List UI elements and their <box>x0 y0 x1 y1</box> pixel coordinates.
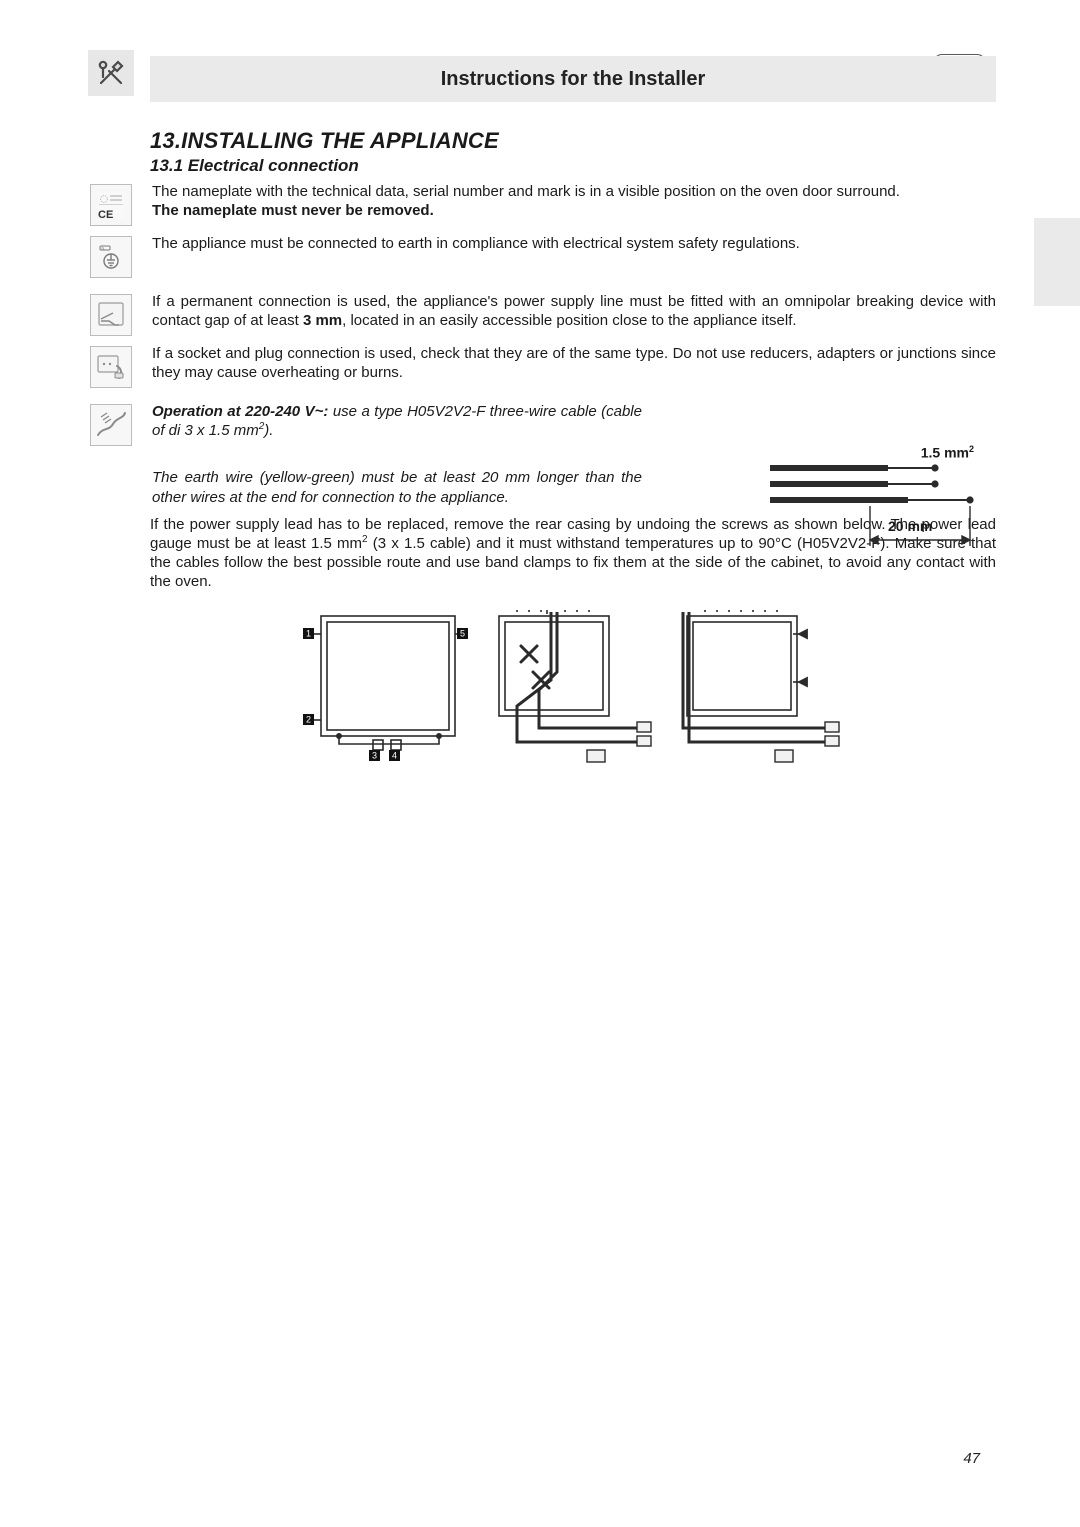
paragraph-text: The nameplate with the technical data, s… <box>152 183 900 200</box>
wrong-routing-diagram <box>487 610 659 766</box>
paragraph: If a permanent connection is used, the a… <box>152 292 996 330</box>
svg-text:4: 4 <box>392 750 397 760</box>
breaker-icon <box>90 294 132 336</box>
paragraph-bold: The nameplate must never be removed. <box>152 202 434 219</box>
paragraph-text: If a socket and plug connection is used,… <box>152 345 996 381</box>
paragraph: The appliance must be connected to earth… <box>152 234 996 253</box>
paragraph: Operation at 220-240 V~: use a type H05V… <box>152 402 642 440</box>
page-number: 47 <box>963 1450 980 1467</box>
paragraph-bold: Operation at 220-240 V~: <box>152 403 328 420</box>
wire-length-diagram: 1.5 mm2 20 mm <box>770 446 980 556</box>
wire-bottom-label: 20 mm <box>888 518 932 534</box>
ce-nameplate-icon: CE <box>90 184 132 226</box>
thumb-tab <box>1034 218 1080 306</box>
correct-routing-diagram <box>675 610 847 766</box>
svg-text:2: 2 <box>306 714 311 724</box>
wire-top-label: 1.5 mm <box>921 445 969 461</box>
svg-text:1: 1 <box>306 628 311 638</box>
oven-rear-numbered-diagram: 1 2 5 3 4 <box>299 610 471 766</box>
cable-icon <box>90 404 132 446</box>
page-title: Instructions for the Installer <box>170 68 976 91</box>
sup: 2 <box>969 444 974 454</box>
plug-icon <box>90 346 132 388</box>
paragraph-bold: 3 mm <box>303 312 342 329</box>
svg-text:3: 3 <box>372 750 377 760</box>
svg-text:5: 5 <box>460 628 465 638</box>
section-heading: 13.INSTALLING THE APPLIANCE <box>150 128 996 154</box>
svg-text:N.: N. <box>102 246 106 250</box>
paragraph: The earth wire (yellow-green) must be at… <box>152 468 642 506</box>
paragraph: The nameplate with the technical data, s… <box>152 182 996 220</box>
svg-text:CE: CE <box>98 209 113 221</box>
paragraph-text: The appliance must be connected to earth… <box>152 235 800 252</box>
tools-icon <box>88 50 134 96</box>
paragraph-text: , located in an easily accessible positi… <box>342 312 796 329</box>
subsection-heading: 13.1 Electrical connection <box>150 156 996 176</box>
illustration-row: 1 2 5 3 4 <box>150 610 996 766</box>
paragraph: If a socket and plug connection is used,… <box>152 344 996 382</box>
paragraph-text: The earth wire (yellow-green) must be at… <box>152 469 642 505</box>
paragraph-text: ). <box>264 422 273 439</box>
earth-icon: N. <box>90 236 132 278</box>
header-band: Instructions for the Installer <box>150 56 996 102</box>
